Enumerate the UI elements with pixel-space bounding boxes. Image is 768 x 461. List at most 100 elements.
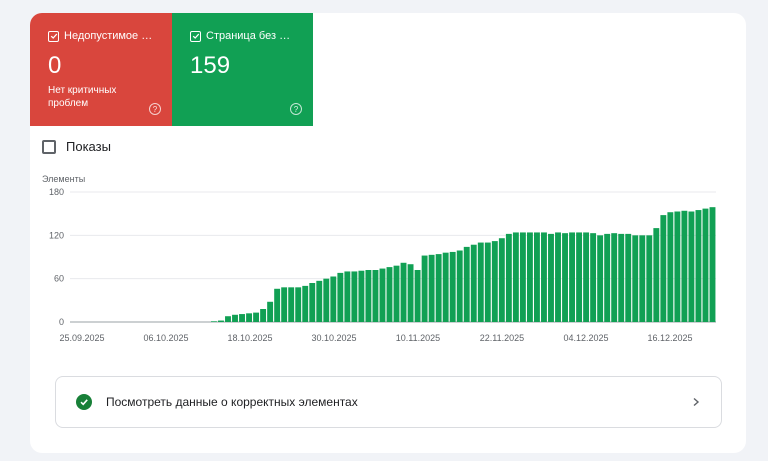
chart-bar[interactable]: [625, 233, 632, 322]
chart-bar[interactable]: [604, 233, 611, 322]
checkbox-checked-icon[interactable]: [48, 30, 59, 42]
chart-bar[interactable]: [639, 235, 646, 322]
valid-count: 159: [190, 52, 231, 79]
x-tick-label: 18.10.2025: [227, 333, 272, 343]
impressions-toggle[interactable]: Показы: [42, 139, 111, 154]
chart-bar[interactable]: [491, 241, 498, 322]
chart-bar[interactable]: [428, 254, 435, 322]
chart-bar[interactable]: [562, 233, 568, 322]
chart-bar[interactable]: [225, 316, 231, 322]
chart-bar[interactable]: [653, 228, 660, 322]
help-icon[interactable]: ?: [290, 103, 302, 115]
invalid-count: 0: [48, 52, 62, 79]
chart-bar[interactable]: [695, 210, 702, 322]
chart-bar[interactable]: [442, 252, 449, 322]
chart-bar[interactable]: [267, 301, 274, 322]
chart-bar[interactable]: [660, 215, 667, 322]
chart-bar[interactable]: [288, 287, 295, 322]
y-axis-label: Элементы: [42, 174, 85, 184]
chart-bar[interactable]: [435, 254, 442, 322]
chart-bar[interactable]: [646, 235, 653, 322]
checkbox-checked-icon[interactable]: [190, 30, 201, 42]
chart-bar[interactable]: [393, 265, 400, 322]
checkbox-unchecked-icon[interactable]: [42, 139, 56, 154]
chart-bar[interactable]: [583, 232, 590, 322]
chart-bar[interactable]: [365, 270, 372, 322]
chart-bar[interactable]: [590, 233, 597, 322]
y-tick-label: 0: [59, 317, 64, 327]
chart-bar[interactable]: [702, 208, 709, 322]
chart-bar[interactable]: [400, 262, 407, 322]
invalid-items-tile[interactable]: Недопустимое з... 0 Нет критичных пробле…: [30, 13, 172, 126]
valid-tile-label: Страница без ош...: [206, 30, 295, 42]
valid-tile-header: Страница без ош...: [190, 30, 295, 42]
chart-bar[interactable]: [555, 232, 561, 322]
chart-bar[interactable]: [386, 267, 393, 322]
chart-bar[interactable]: [337, 272, 344, 322]
chart-bar[interactable]: [597, 235, 604, 322]
chart-bar[interactable]: [351, 271, 358, 322]
chart-bar[interactable]: [246, 313, 253, 322]
chart-bar[interactable]: [274, 288, 281, 322]
chart-bar[interactable]: [541, 232, 547, 322]
chart-bar[interactable]: [569, 232, 576, 322]
items-bar-chart: Элементы 180 120 60 0 25.09.2025 06.10.2025 1…: [42, 174, 716, 343]
view-valid-items-label: Посмотреть данные о корректных элементах: [106, 395, 358, 409]
invalid-tile-header: Недопустимое з...: [48, 30, 154, 42]
y-tick-label: 120: [49, 230, 64, 240]
chart-bar[interactable]: [344, 271, 351, 322]
chart-bar[interactable]: [323, 278, 330, 322]
chart-bar[interactable]: [632, 235, 639, 322]
chart-bar[interactable]: [484, 242, 491, 322]
chart-bar[interactable]: [534, 232, 540, 322]
chart-bar[interactable]: [260, 309, 267, 322]
help-icon[interactable]: ?: [149, 103, 161, 115]
chart-bar[interactable]: [218, 320, 224, 322]
invalid-tile-label: Недопустимое з...: [64, 30, 154, 42]
chart-bar[interactable]: [674, 211, 681, 323]
chart-bar[interactable]: [295, 287, 302, 322]
chart-bar[interactable]: [330, 276, 337, 323]
x-tick-label: 06.10.2025: [143, 333, 188, 343]
view-valid-items-link[interactable]: Посмотреть данные о корректных элементах: [55, 376, 722, 428]
impressions-label: Показы: [66, 139, 111, 154]
chart-bar[interactable]: [688, 211, 695, 323]
chart-bar[interactable]: [232, 314, 238, 322]
chart-bar[interactable]: [512, 232, 519, 322]
chart-bar[interactable]: [526, 232, 533, 322]
chart-bar[interactable]: [379, 268, 386, 322]
x-tick-label: 10.11.2025: [396, 333, 440, 343]
chart-bar[interactable]: [709, 207, 716, 322]
chevron-right-icon: [693, 397, 700, 407]
chart-bar[interactable]: [316, 280, 323, 322]
chart-bar[interactable]: [281, 287, 288, 322]
x-tick-label: 16.12.2025: [647, 333, 692, 343]
y-tick-label: 180: [49, 187, 64, 197]
chart-bar[interactable]: [302, 285, 309, 322]
chart-bar[interactable]: [421, 255, 428, 322]
chart-bar[interactable]: [618, 233, 625, 322]
chart-bar[interactable]: [470, 244, 477, 322]
chart-bar[interactable]: [548, 233, 554, 322]
chart-bar[interactable]: [681, 210, 688, 322]
chart-bar[interactable]: [477, 242, 484, 322]
chart-bar[interactable]: [449, 251, 456, 322]
chart-bar[interactable]: [309, 283, 316, 322]
chart-bar[interactable]: [611, 233, 618, 322]
chart-bar[interactable]: [253, 312, 260, 322]
chart-bar[interactable]: [667, 212, 674, 322]
chart-bar[interactable]: [498, 238, 505, 322]
y-tick-label: 60: [54, 274, 64, 284]
chart-bar[interactable]: [211, 321, 217, 322]
chart-bar[interactable]: [456, 250, 463, 323]
chart-bar[interactable]: [414, 270, 421, 322]
chart-bar[interactable]: [519, 232, 526, 322]
chart-bar[interactable]: [576, 232, 583, 322]
chart-bar[interactable]: [372, 270, 379, 322]
chart-bar[interactable]: [407, 264, 414, 322]
chart-bar[interactable]: [463, 246, 470, 322]
chart-bar[interactable]: [505, 233, 512, 322]
chart-bar[interactable]: [239, 314, 245, 322]
chart-bar[interactable]: [358, 270, 365, 322]
valid-items-tile[interactable]: Страница без ош... 159 ?: [172, 13, 313, 126]
